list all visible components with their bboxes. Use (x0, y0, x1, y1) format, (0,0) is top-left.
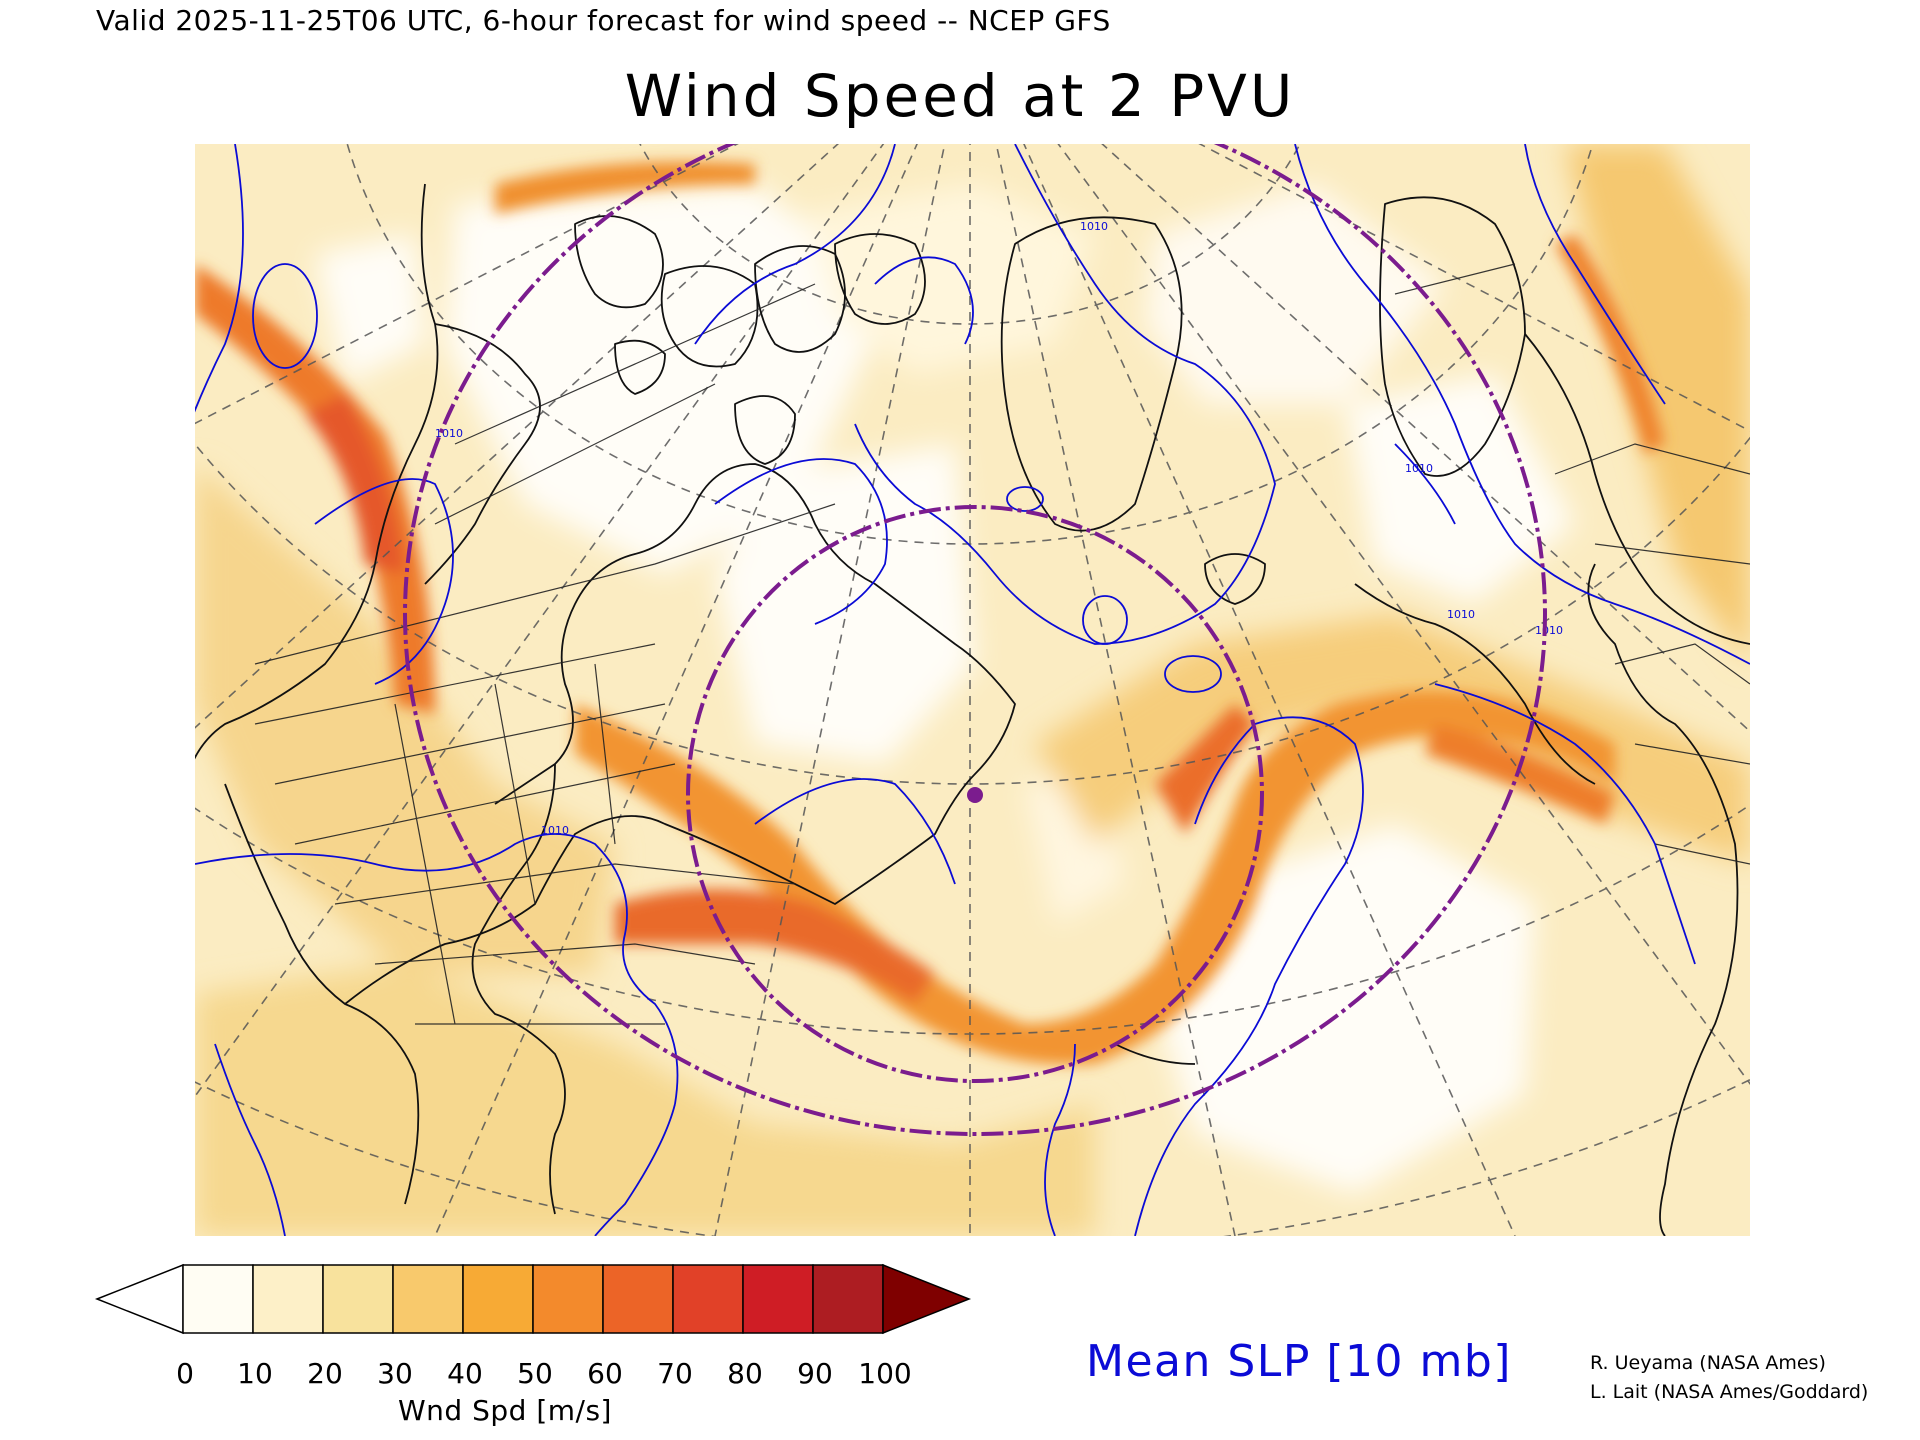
colorbar-tick-label: 100 (858, 1357, 912, 1390)
colorbar-tick-label: 80 (727, 1357, 763, 1390)
colorbar-bin (812, 1264, 884, 1334)
colorbar-tick-label: 60 (587, 1357, 623, 1390)
forecast-valid-line: Valid 2025-11-25T06 UTC, 6-hour forecast… (96, 4, 1111, 37)
colorbar-bin (182, 1264, 254, 1334)
colorbar-tick-label: 40 (447, 1357, 483, 1390)
mean-slp-contours (195, 144, 1750, 1236)
credit-line: R. Ueyama (NASA Ames) (1590, 1352, 1826, 1374)
slp-contour-label: 1010 (1535, 624, 1563, 637)
credit-line: L. Lait (NASA Ames/Goddard) (1590, 1381, 1869, 1403)
colorbar-tick-label: 50 (517, 1357, 553, 1390)
colorbar-bin (392, 1264, 464, 1334)
slp-contour-label: 1010 (541, 824, 569, 837)
map-panel: 1010 1010 1010 1010 1010 1010 (195, 144, 1750, 1236)
colorbar-tick-label: 30 (377, 1357, 413, 1390)
colorbar-bin (742, 1264, 814, 1334)
wind-speed-colorbar (94, 1263, 972, 1335)
colorbar-over-triangle (882, 1263, 972, 1335)
coastlines (195, 183, 1750, 1236)
colorbar-tick-label: 70 (657, 1357, 693, 1390)
colorbar-tick-label: 0 (176, 1357, 194, 1390)
slp-contour-label: 1010 (1405, 462, 1433, 475)
colorbar-bin (462, 1264, 534, 1334)
colorbar-bin (532, 1264, 604, 1334)
colorbar-bin (252, 1264, 324, 1334)
colorbar-bin (672, 1264, 744, 1334)
colorbar-under-triangle (94, 1263, 184, 1335)
range-rings (403, 144, 1547, 1136)
political-boundaries (254, 263, 1750, 1025)
slp-contour-label: 1010 (1447, 608, 1475, 621)
colorbar-unit-label: Wnd Spd [m/s] (398, 1394, 612, 1427)
graticule-lines (195, 144, 1750, 1236)
colorbar-tick-label: 10 (237, 1357, 273, 1390)
slp-contour-label: 1010 (1080, 220, 1108, 233)
colorbar-bin (602, 1264, 674, 1334)
colorbar-tick-label: 90 (797, 1357, 833, 1390)
colorbar-bin (322, 1264, 394, 1334)
colorbar-tick-label: 20 (307, 1357, 343, 1390)
station-marker (967, 787, 983, 803)
slp-overlay-label: Mean SLP [10 mb] (1086, 1336, 1512, 1387)
page-title: Wind Speed at 2 PVU (624, 62, 1296, 130)
wind-speed-map: 1010 1010 1010 1010 1010 1010 (195, 144, 1750, 1236)
